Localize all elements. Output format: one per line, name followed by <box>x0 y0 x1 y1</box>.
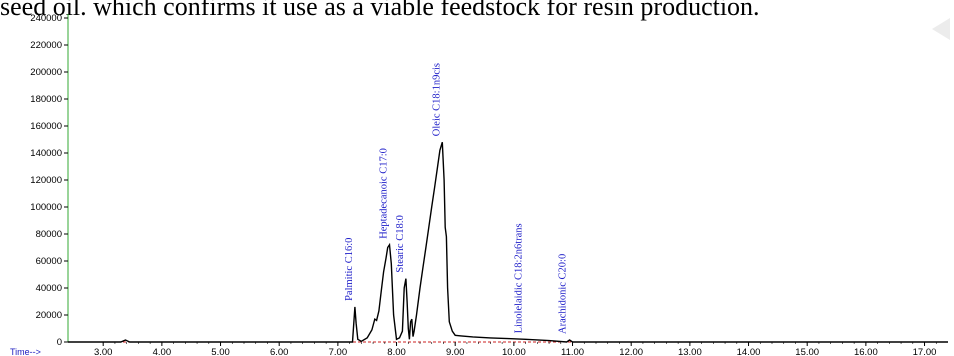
y-tick-label: 220000 <box>30 40 62 51</box>
y-tick-label: 0 <box>57 337 62 348</box>
y-tick-label: 120000 <box>30 175 62 186</box>
y-tick-label: 240000 <box>30 13 62 24</box>
x-tick-label: 4.00 <box>153 347 172 356</box>
y-tick-label: 20000 <box>36 310 62 321</box>
x-tick-group: 3.00 4.00 5.00 6.00 7.00 8.00 9.00 10.00 11.00 12… <box>94 342 937 356</box>
y-tick-label: 200000 <box>30 67 62 78</box>
x-tick-label: 5.00 <box>211 347 230 356</box>
peak-label: Arachidonic C20:0 <box>557 254 568 334</box>
x-tick-label: 16.00 <box>854 347 878 356</box>
x-tick-label: 17.00 <box>913 347 937 356</box>
caption-text: seed oil. which confirms it use as a via… <box>0 0 760 21</box>
y-tick-label: 180000 <box>30 94 62 105</box>
y-tick-label: 80000 <box>36 229 62 240</box>
y-tick-label: 100000 <box>30 202 62 213</box>
peak-label: Palmitic C16:0 <box>344 238 355 301</box>
chromatogram-trace <box>68 142 948 343</box>
peak-label: Stearic C18:0 <box>395 215 406 272</box>
x-tick-label: 9.00 <box>446 347 465 356</box>
x-tick-label: 10.00 <box>502 347 526 356</box>
y-tick-label: 40000 <box>36 283 62 294</box>
x-tick-label: 13.00 <box>678 347 702 356</box>
chart-axes <box>67 14 948 343</box>
peak-label: Oleic C18:1n9cis <box>431 63 442 136</box>
x-tick-label: 7.00 <box>329 347 348 356</box>
x-tick-label: 11.00 <box>561 347 584 356</box>
x-tick-label: 3.00 <box>94 347 113 356</box>
y-tick-label: 160000 <box>30 121 62 132</box>
y-tick-label: 140000 <box>30 148 62 159</box>
x-axis-label: Time--> <box>10 347 41 356</box>
y-tick-label: 60000 <box>36 256 62 267</box>
y-tick-group: 0 20000 40000 60000 80000 100000 120000 140000 1… <box>30 13 68 348</box>
x-tick-label: 14.00 <box>737 347 761 356</box>
x-tick-label: 8.00 <box>387 347 406 356</box>
x-tick-label: 6.00 <box>270 347 289 356</box>
peak-label-group: Palmitic C16:0 Heptadecanoic C17:0 Stearic… <box>344 63 569 334</box>
x-tick-label: 15.00 <box>795 347 819 356</box>
peak-label: Linolelaidic C18:2n6trans <box>513 223 524 333</box>
x-tick-label: 12.00 <box>619 347 643 356</box>
peak-label: Heptadecanoic C17:0 <box>378 148 389 239</box>
